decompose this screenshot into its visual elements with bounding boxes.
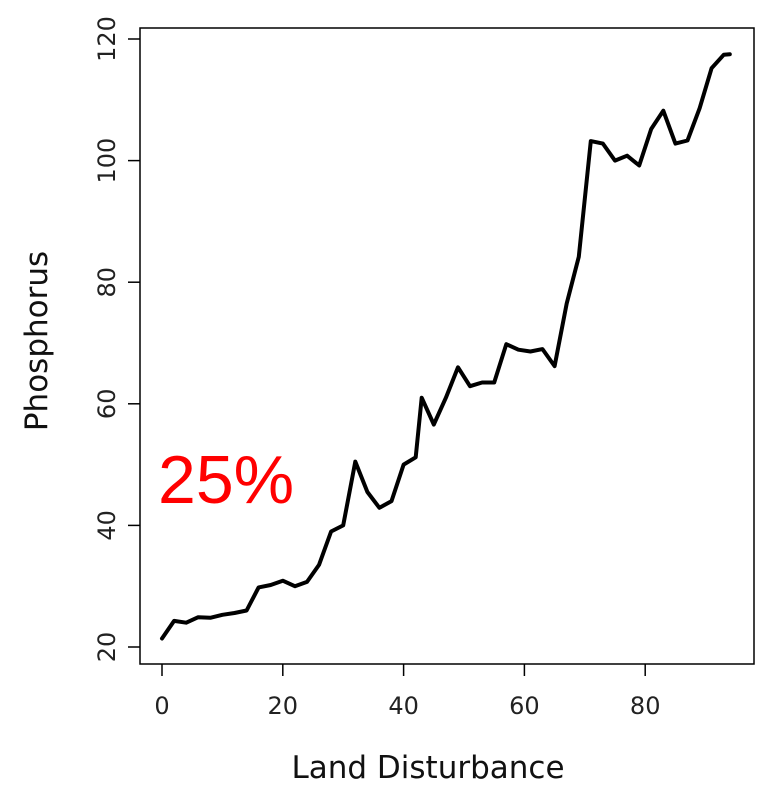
y-tick-label: 40 [93,510,121,541]
y-axis: 20 40 60 80 100 120 [93,16,140,662]
x-axis-title: Land Disturbance [291,750,564,786]
x-axis: 0 20 40 60 80 [154,664,660,720]
y-tick-label: 80 [93,267,121,298]
x-tick-label: 40 [388,692,419,720]
y-axis-title: Phosphorus [19,251,55,431]
phosphorus-line [160,52,732,641]
percentage-overlay: 25% [158,442,294,518]
y-tick-label: 100 [93,138,121,184]
y-tick-label: 20 [93,632,121,663]
y-tick-label: 60 [93,389,121,420]
y-tick-label: 120 [93,16,121,62]
x-tick-label: 20 [268,692,299,720]
x-tick-label: 80 [630,692,661,720]
x-tick-label: 60 [509,692,540,720]
plot-frame [139,27,755,665]
x-tick-label: 0 [154,692,169,720]
